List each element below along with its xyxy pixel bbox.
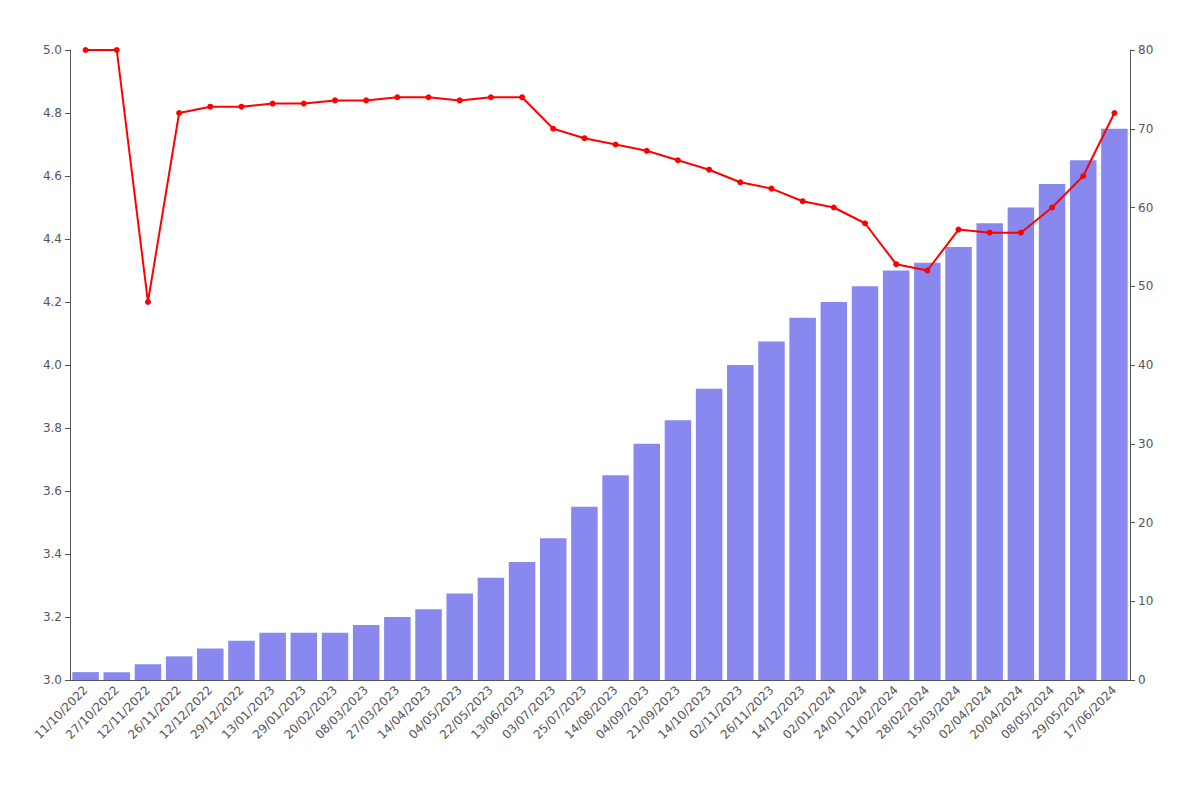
- svg-text:3.4: 3.4: [43, 547, 62, 561]
- svg-text:60: 60: [1138, 201, 1153, 215]
- svg-text:27/03/2023: 27/03/2023: [343, 683, 403, 742]
- svg-text:24/01/2024: 24/01/2024: [811, 683, 870, 742]
- svg-text:80: 80: [1138, 43, 1153, 57]
- svg-text:14/10/2023: 14/10/2023: [655, 683, 715, 742]
- svg-text:26/11/2022: 26/11/2022: [125, 683, 185, 742]
- svg-text:40: 40: [1138, 358, 1153, 372]
- svg-text:08/05/2024: 08/05/2024: [998, 683, 1057, 742]
- svg-text:0: 0: [1138, 673, 1146, 687]
- svg-text:14/04/2023: 14/04/2023: [374, 683, 434, 742]
- svg-text:27/10/2022: 27/10/2022: [63, 683, 122, 742]
- svg-text:3.0: 3.0: [43, 673, 62, 687]
- svg-text:21/09/2023: 21/09/2023: [624, 683, 683, 742]
- svg-text:29/12/2022: 29/12/2022: [187, 683, 247, 742]
- svg-text:04/05/2023: 04/05/2023: [405, 683, 465, 742]
- svg-text:17/06/2024: 17/06/2024: [1061, 683, 1120, 742]
- svg-text:4.8: 4.8: [43, 106, 62, 120]
- svg-text:4.4: 4.4: [43, 232, 62, 246]
- svg-text:3.6: 3.6: [43, 484, 62, 498]
- svg-text:50: 50: [1138, 279, 1153, 293]
- svg-text:4.6: 4.6: [43, 169, 62, 183]
- svg-text:3.2: 3.2: [43, 610, 62, 624]
- svg-text:10: 10: [1138, 594, 1153, 608]
- svg-text:13/01/2023: 13/01/2023: [218, 683, 278, 742]
- svg-text:20/04/2024: 20/04/2024: [967, 683, 1026, 742]
- svg-text:4.2: 4.2: [43, 295, 62, 309]
- svg-text:02/04/2024: 02/04/2024: [935, 683, 995, 742]
- svg-text:03/07/2023: 03/07/2023: [499, 683, 559, 742]
- svg-text:12/12/2022: 12/12/2022: [156, 683, 216, 742]
- svg-text:08/03/2023: 08/03/2023: [312, 683, 372, 742]
- svg-text:5.0: 5.0: [43, 43, 62, 57]
- svg-text:15/03/2024: 15/03/2024: [904, 683, 964, 742]
- svg-text:04/09/2023: 04/09/2023: [593, 683, 652, 742]
- svg-text:4.0: 4.0: [43, 358, 62, 372]
- svg-text:11/02/2024: 11/02/2024: [842, 683, 902, 742]
- svg-text:70: 70: [1138, 122, 1153, 136]
- svg-text:02/11/2023: 02/11/2023: [686, 683, 746, 742]
- svg-text:20/02/2023: 20/02/2023: [281, 683, 340, 742]
- svg-text:11/10/2022: 11/10/2022: [31, 683, 91, 742]
- svg-text:02/01/2024: 02/01/2024: [780, 683, 839, 742]
- svg-text:28/02/2024: 28/02/2024: [873, 683, 933, 742]
- svg-text:26/11/2023: 26/11/2023: [717, 683, 777, 742]
- svg-text:14/08/2023: 14/08/2023: [561, 683, 621, 742]
- svg-text:13/06/2023: 13/06/2023: [468, 683, 527, 742]
- svg-text:29/01/2023: 29/01/2023: [250, 683, 309, 742]
- svg-text:20: 20: [1138, 516, 1153, 530]
- svg-text:29/05/2024: 29/05/2024: [1029, 683, 1089, 742]
- svg-text:12/11/2022: 12/11/2022: [94, 683, 153, 742]
- svg-text:22/05/2023: 22/05/2023: [437, 683, 496, 742]
- svg-text:30: 30: [1138, 437, 1153, 451]
- svg-text:14/12/2023: 14/12/2023: [748, 683, 808, 742]
- svg-text:25/07/2023: 25/07/2023: [530, 683, 590, 742]
- svg-text:3.8: 3.8: [43, 421, 62, 435]
